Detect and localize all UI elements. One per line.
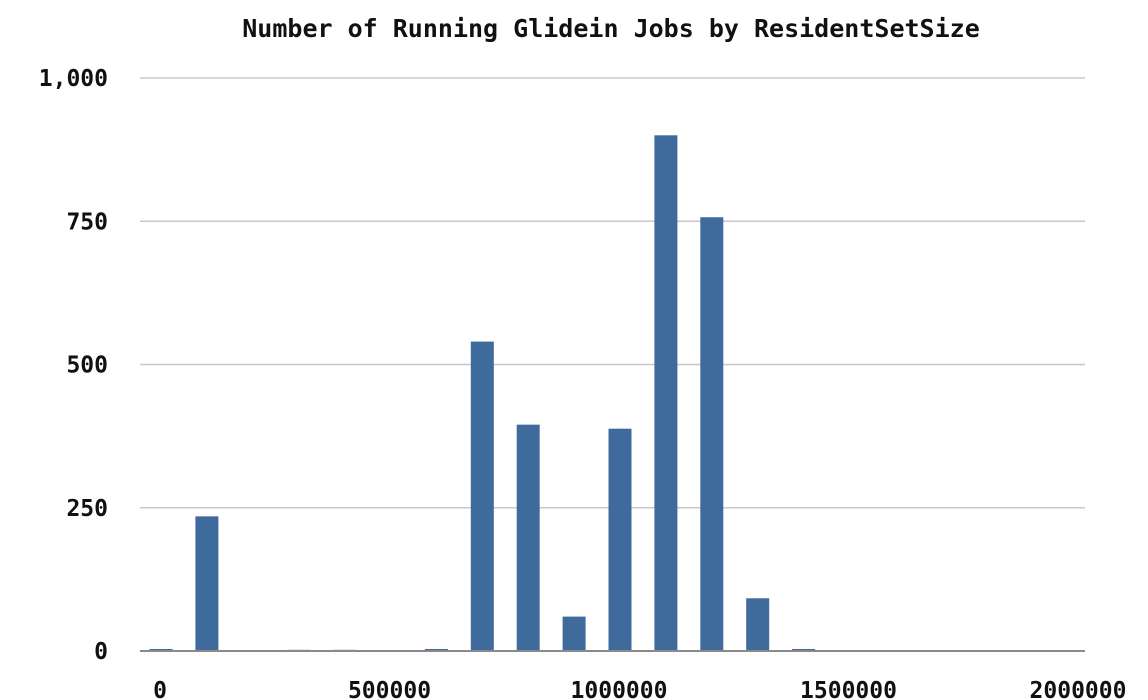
y-tick-label: 250 [66, 496, 108, 522]
chart-title: Number of Running Glidein Jobs by Reside… [242, 14, 980, 43]
y-tick-label: 750 [66, 209, 108, 235]
bar [195, 516, 219, 651]
bar [470, 341, 494, 651]
bar [746, 598, 770, 651]
x-tick-label: 1500000 [800, 678, 897, 700]
x-tick-label: 1000000 [571, 678, 668, 700]
bar [700, 217, 724, 651]
y-tick-label: 1,000 [39, 66, 108, 92]
bars [149, 135, 816, 652]
bar [608, 428, 632, 651]
y-tick-label: 0 [94, 639, 108, 665]
axes: 0 250 500 750 1,000 0 500000 1000000 1500000 2000… [39, 66, 1127, 700]
bar [516, 424, 540, 651]
bar [654, 135, 678, 652]
bar [562, 616, 586, 651]
x-tick-label: 500000 [348, 678, 431, 700]
x-tick-label: 0 [153, 678, 167, 700]
y-tick-label: 500 [66, 353, 108, 379]
x-tick-label: 2000000 [1030, 678, 1127, 700]
